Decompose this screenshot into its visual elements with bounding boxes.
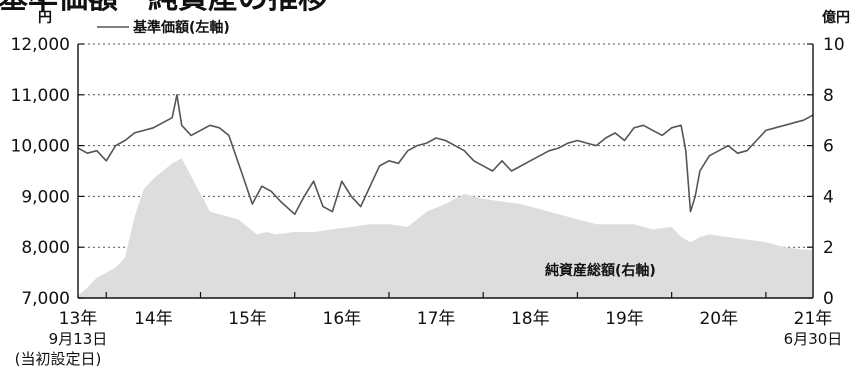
chart-title-group: 基準価額・純資産の推移 xyxy=(0,0,328,16)
left-tick-label: 8,000 xyxy=(21,238,70,258)
right-tick-label: 0 xyxy=(823,289,834,309)
left-tick-label: 7,000 xyxy=(21,289,70,309)
net-assets-area-path xyxy=(78,158,813,298)
right-tick-label: 4 xyxy=(823,187,834,207)
left-tick-label: 10,000 xyxy=(11,137,70,157)
left-tick-label: 12,000 xyxy=(11,35,70,55)
x-tick-label: 21年 xyxy=(794,309,833,329)
x-tick-sublabel: 6月30日 xyxy=(784,330,843,348)
right-tick-label: 10 xyxy=(823,35,845,55)
x-tick-label: 20年 xyxy=(699,309,738,329)
left-tick-label: 11,000 xyxy=(11,86,70,106)
left-tick-label: 9,000 xyxy=(21,187,70,207)
x-tick-note: (当初設定日) xyxy=(15,350,102,368)
chart-title: 基準価額・純資産の推移 xyxy=(0,0,328,16)
x-tick-label: 17年 xyxy=(417,309,456,329)
x-tick-sublabel: 9月13日 xyxy=(49,330,108,348)
left-axis-unit: 円 xyxy=(38,10,52,26)
right-tick-label: 6 xyxy=(823,137,834,157)
x-tick-label: 13年 xyxy=(59,309,98,329)
legend: 基準価額(左軸) xyxy=(97,19,230,36)
nav-line xyxy=(77,94,814,215)
legend-label-nav: 基準価額(左軸) xyxy=(133,19,230,36)
right-tick-label: 8 xyxy=(823,86,834,106)
right-tick-label: 2 xyxy=(823,238,834,258)
net-assets-area xyxy=(78,158,813,298)
x-tick-label: 15年 xyxy=(228,309,267,329)
right-axis-ticks: 0 2 4 6 8 10 xyxy=(807,35,845,309)
nav-line-path xyxy=(77,94,814,215)
left-axis-ticks: 7,000 8,000 9,000 10,000 11,000 12,000 xyxy=(11,35,84,309)
right-axis-unit: 億円 xyxy=(822,9,850,26)
x-tick-label: 19年 xyxy=(605,309,644,329)
x-tick-label: 18年 xyxy=(511,309,550,329)
x-tick-label: 16年 xyxy=(323,309,362,329)
x-tick-label: 14年 xyxy=(134,309,173,329)
net-assets-annotation: 純資産総額(右軸) xyxy=(545,262,656,279)
